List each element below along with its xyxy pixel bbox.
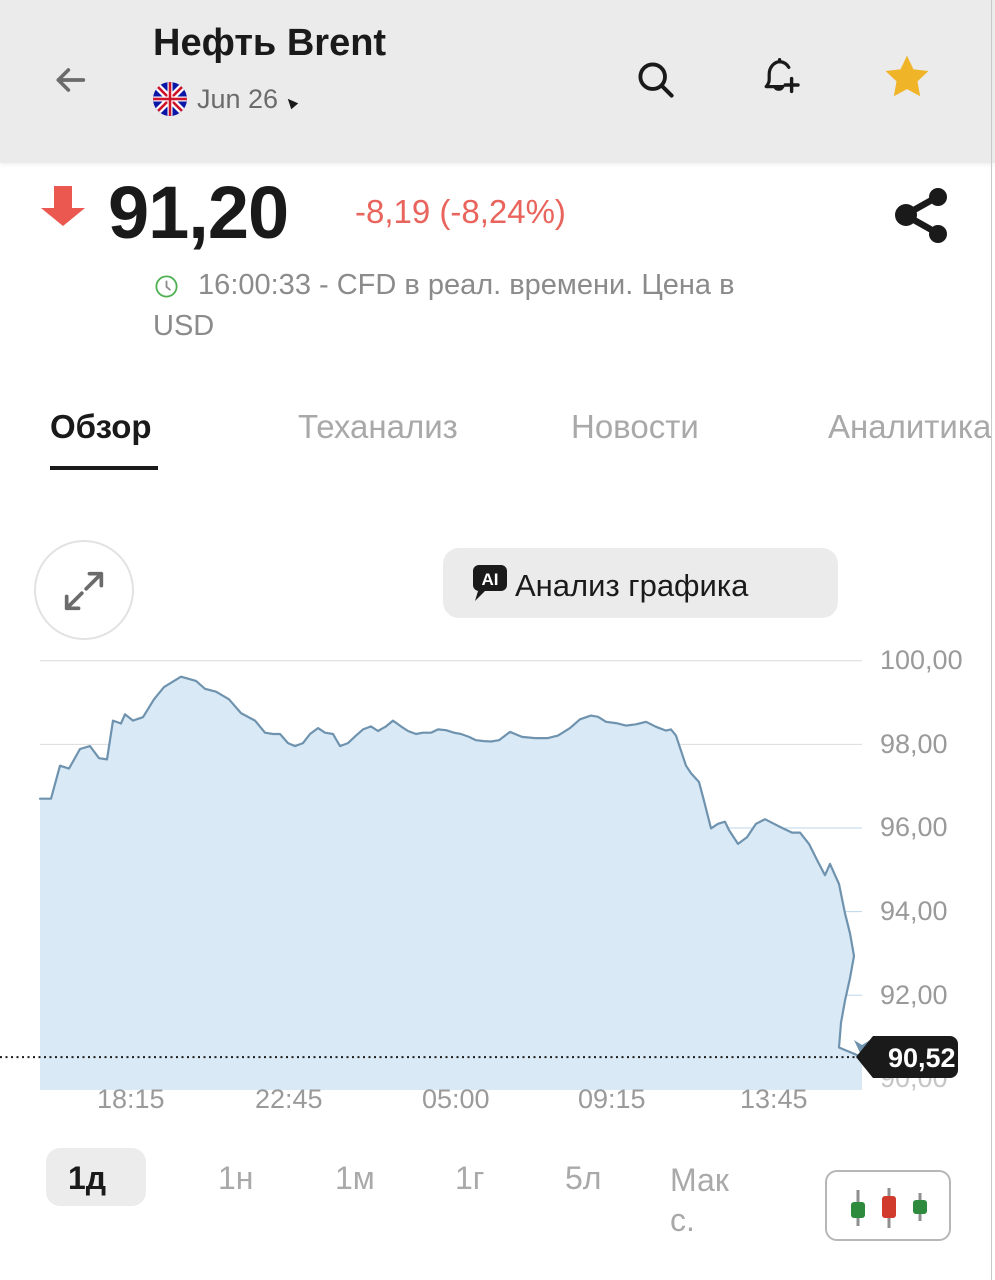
svg-text:96,00: 96,00 [880, 812, 948, 842]
svg-text:98,00: 98,00 [880, 729, 948, 759]
svg-text:100,00: 100,00 [880, 645, 963, 675]
svg-text:AI: AI [482, 570, 499, 589]
svg-text:90,52: 90,52 [888, 1043, 956, 1073]
svg-text:09:15: 09:15 [578, 1084, 646, 1114]
svg-text:22:45: 22:45 [255, 1084, 323, 1114]
svg-text:92,00: 92,00 [880, 980, 948, 1010]
svg-text:13:45: 13:45 [740, 1084, 808, 1114]
svg-text:05:00: 05:00 [422, 1084, 490, 1114]
svg-text:94,00: 94,00 [880, 896, 948, 926]
svg-text:18:15: 18:15 [97, 1084, 165, 1114]
